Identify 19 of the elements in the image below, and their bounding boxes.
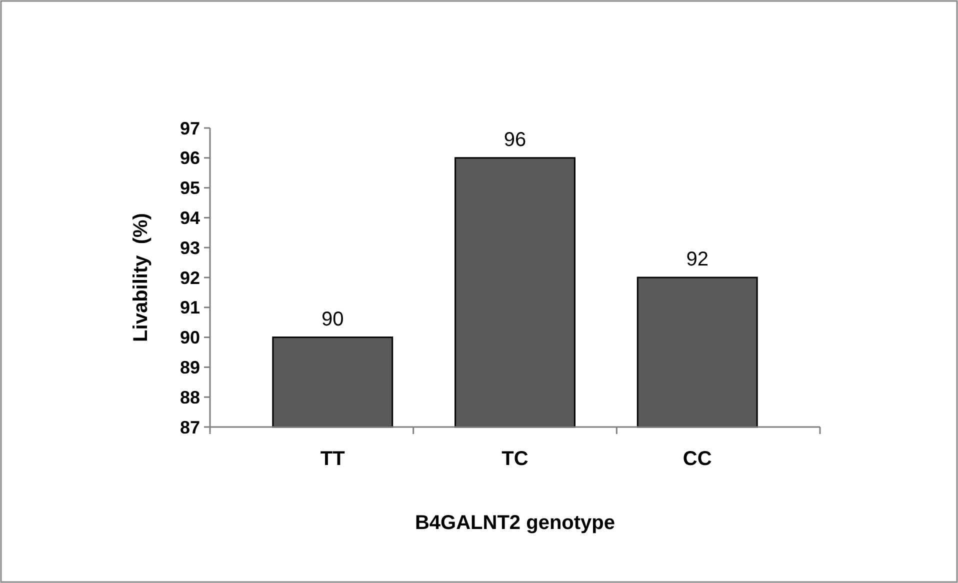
- x-axis-title: B4GALNT2 genotype: [414, 512, 616, 534]
- data-label: 92: [686, 248, 708, 270]
- x-tick-label: CC: [682, 448, 712, 470]
- y-tick-label: 87: [180, 417, 200, 438]
- y-tick-label: 95: [180, 178, 200, 198]
- y-tick-label: 91: [180, 298, 200, 318]
- y-tick-label: 96: [180, 148, 200, 168]
- y-tick-label: 97: [180, 118, 200, 138]
- y-tick-label: 93: [180, 238, 200, 258]
- x-tick-label: TC: [502, 448, 528, 470]
- y-axis-title: Livability (%): [130, 213, 152, 342]
- y-tick-label: 90: [180, 328, 200, 348]
- y-tick-label: 92: [180, 268, 200, 288]
- y-tick-label: 88: [180, 387, 200, 408]
- y-tick-label: 94: [180, 208, 200, 228]
- data-label: 96: [504, 128, 526, 151]
- data-label: 90: [322, 308, 344, 330]
- y-tick-label: 89: [180, 358, 200, 378]
- x-tick-label: TT: [320, 448, 345, 470]
